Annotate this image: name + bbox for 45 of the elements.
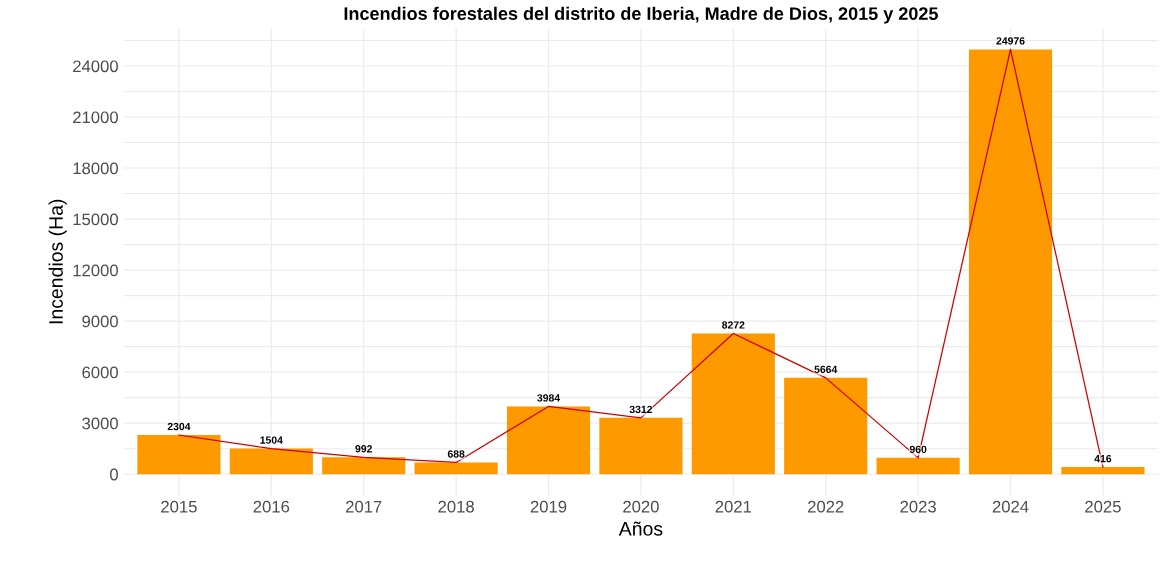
bar	[784, 377, 868, 475]
chart-title: Incendios forestales del distrito de Iberia, Madre de Dios, 2015 y 2025	[344, 6, 938, 24]
data-label: 992	[355, 445, 372, 453]
x-tick-label: 2020	[623, 500, 659, 513]
x-tick-label: 2024	[992, 500, 1029, 513]
bar	[876, 457, 960, 475]
y-tick-label: 12000	[73, 264, 118, 277]
x-tick-label: 2023	[900, 500, 936, 513]
y-tick-label: 15000	[73, 213, 118, 226]
y-tick-label: 9000	[82, 315, 118, 328]
x-tick-label: 2017	[346, 500, 382, 513]
bar	[968, 49, 1053, 475]
bar	[506, 406, 591, 475]
y-axis-title: Incendios (Ha)	[48, 199, 67, 324]
data-label: 960	[909, 445, 927, 454]
bar	[599, 417, 683, 475]
data-label: 416	[1094, 454, 1112, 463]
x-tick-label: 2018	[438, 500, 474, 513]
x-tick-label: 2021	[715, 500, 752, 513]
data-label: 5664	[814, 365, 838, 374]
x-tick-label: 2016	[253, 500, 290, 513]
data-label: 3312	[629, 405, 653, 414]
x-tick-label: 2022	[808, 500, 844, 513]
y-tick-label: 24000	[73, 60, 118, 73]
data-label: 3984	[537, 394, 561, 402]
x-axis-title: Años	[618, 521, 663, 536]
data-label: 2304	[167, 422, 191, 431]
bar	[137, 435, 221, 475]
y-tick-label: 21000	[73, 111, 118, 124]
x-tick-label: 2019	[530, 500, 567, 513]
bar	[414, 462, 498, 475]
y-tick-label: 0	[110, 468, 118, 481]
data-label: 8272	[722, 321, 745, 329]
x-tick-label: 2015	[161, 500, 197, 513]
data-label: 24976	[996, 37, 1025, 45]
data-label: 688	[447, 450, 465, 458]
y-tick-label: 18000	[73, 162, 118, 175]
bar	[1061, 467, 1145, 475]
y-tick-label: 3000	[82, 417, 118, 430]
bar	[229, 448, 313, 475]
y-tick-label: 6000	[82, 366, 118, 379]
bar	[322, 457, 406, 475]
x-tick-label: 2025	[1085, 500, 1121, 513]
bar	[691, 333, 775, 475]
data-label: 1504	[260, 436, 283, 444]
